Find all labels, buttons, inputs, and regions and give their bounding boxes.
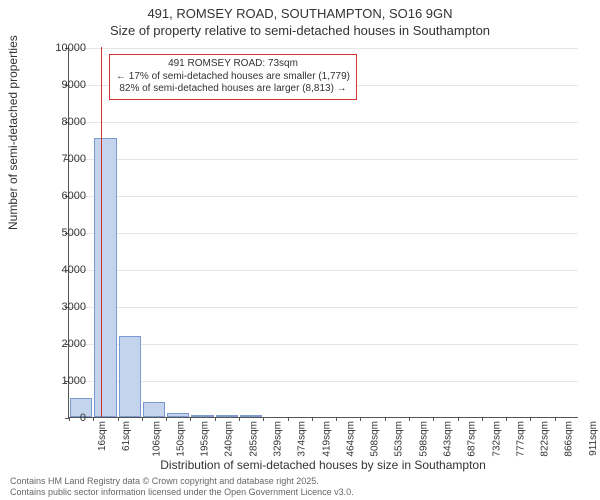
xtick-mark <box>142 417 143 421</box>
xtick-label: 419sqm <box>321 421 332 457</box>
gridline <box>69 344 578 345</box>
plot-area: 16sqm61sqm106sqm150sqm195sqm240sqm285sqm… <box>68 48 578 418</box>
gridline <box>69 159 578 160</box>
xtick-mark <box>118 417 119 421</box>
annotation-line: 491 ROMSEY ROAD: 73sqm <box>116 58 350 71</box>
xtick-label: 643sqm <box>443 421 454 457</box>
xtick-mark <box>263 417 264 421</box>
xtick-mark <box>166 417 167 421</box>
xtick-label: 777sqm <box>515 421 526 457</box>
footer-line-2: Contains public sector information licen… <box>10 487 354 498</box>
histogram-bar <box>143 402 165 417</box>
gridline <box>69 307 578 308</box>
ytick-label: 6000 <box>36 190 86 202</box>
xtick-mark <box>409 417 410 421</box>
histogram-bar <box>240 415 262 417</box>
ytick-label: 10000 <box>36 42 86 54</box>
xtick-label: 911sqm <box>588 421 599 456</box>
xtick-label: 598sqm <box>418 421 429 457</box>
gridline <box>69 233 578 234</box>
xtick-mark <box>530 417 531 421</box>
xtick-mark <box>312 417 313 421</box>
xtick-mark <box>336 417 337 421</box>
xtick-label: 329sqm <box>273 421 284 457</box>
xtick-label: 150sqm <box>175 421 186 457</box>
ytick-label: 5000 <box>36 227 86 239</box>
histogram-bar <box>216 415 238 417</box>
xtick-mark <box>360 417 361 421</box>
histogram-bar <box>119 336 141 417</box>
gridline <box>69 48 578 49</box>
reference-line <box>101 47 102 417</box>
histogram-bar <box>94 138 116 417</box>
xtick-label: 374sqm <box>297 421 308 457</box>
xtick-mark <box>190 417 191 421</box>
xtick-label: 106sqm <box>151 421 162 457</box>
chart-title: 491, ROMSEY ROAD, SOUTHAMPTON, SO16 9GN <box>0 0 600 23</box>
xtick-label: 61sqm <box>121 421 132 451</box>
ytick-label: 9000 <box>36 79 86 91</box>
gridline <box>69 381 578 382</box>
chart-subtitle: Size of property relative to semi-detach… <box>0 23 600 38</box>
y-axis-label: Number of semi-detached properties <box>6 35 20 230</box>
xtick-label: 195sqm <box>200 421 211 457</box>
xtick-label: 866sqm <box>564 421 575 457</box>
xtick-mark <box>385 417 386 421</box>
ytick-label: 8000 <box>36 116 86 128</box>
ytick-label: 1000 <box>36 375 86 387</box>
annotation-line: ← 17% of semi-detached houses are smalle… <box>116 71 350 84</box>
annotation-line: 82% of semi-detached houses are larger (… <box>116 83 350 96</box>
xtick-mark <box>555 417 556 421</box>
xtick-mark <box>288 417 289 421</box>
footer-line-1: Contains HM Land Registry data © Crown c… <box>10 476 354 487</box>
xtick-label: 285sqm <box>248 421 259 457</box>
gridline <box>69 270 578 271</box>
gridline <box>69 196 578 197</box>
xtick-mark <box>239 417 240 421</box>
xtick-mark <box>482 417 483 421</box>
ytick-label: 0 <box>36 412 86 424</box>
xtick-label: 16sqm <box>97 421 108 451</box>
xtick-mark <box>93 417 94 421</box>
property-size-histogram: 491, ROMSEY ROAD, SOUTHAMPTON, SO16 9GN … <box>0 0 600 500</box>
xtick-label: 508sqm <box>370 421 381 457</box>
ytick-label: 2000 <box>36 338 86 350</box>
xtick-label: 240sqm <box>224 421 235 457</box>
histogram-bar <box>167 413 189 417</box>
xtick-mark <box>215 417 216 421</box>
chart-footer: Contains HM Land Registry data © Crown c… <box>10 476 354 498</box>
xtick-mark <box>433 417 434 421</box>
annotation-box: 491 ROMSEY ROAD: 73sqm← 17% of semi-deta… <box>109 54 357 100</box>
xtick-label: 464sqm <box>345 421 356 457</box>
xtick-label: 732sqm <box>491 421 502 457</box>
xtick-label: 687sqm <box>467 421 478 457</box>
ytick-label: 4000 <box>36 264 86 276</box>
xtick-label: 822sqm <box>540 421 551 457</box>
gridline <box>69 122 578 123</box>
xtick-mark <box>458 417 459 421</box>
xtick-mark <box>506 417 507 421</box>
ytick-label: 3000 <box>36 301 86 313</box>
x-axis-label: Distribution of semi-detached houses by … <box>68 458 578 472</box>
ytick-label: 7000 <box>36 153 86 165</box>
xtick-label: 553sqm <box>394 421 405 457</box>
histogram-bar <box>191 415 213 417</box>
